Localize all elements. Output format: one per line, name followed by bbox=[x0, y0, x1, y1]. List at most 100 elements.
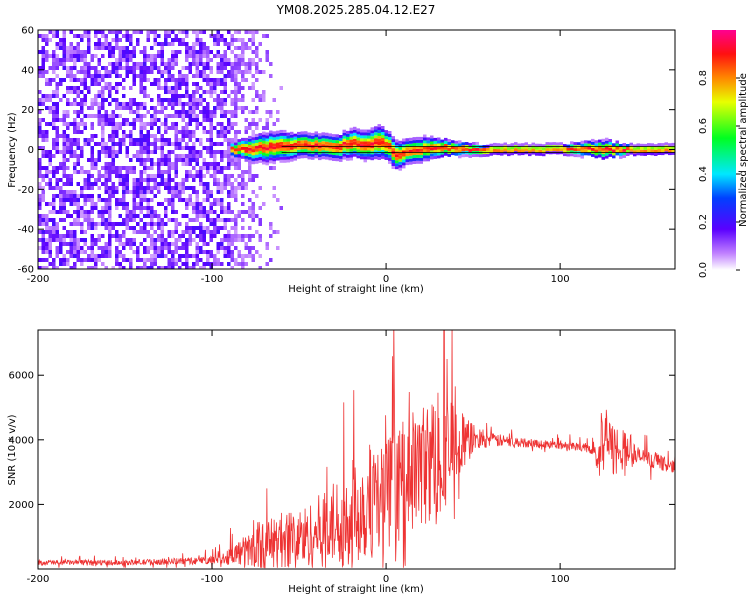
spectrogram-cell bbox=[223, 62, 227, 66]
spectrogram-cell bbox=[167, 266, 171, 269]
spectrogram-cell bbox=[391, 166, 395, 169]
spectrogram-cell bbox=[335, 134, 339, 138]
spectrogram-cell bbox=[45, 34, 49, 38]
spectrogram-cell bbox=[262, 143, 266, 147]
spectrogram-cell bbox=[276, 130, 280, 134]
spectrogram-cell bbox=[118, 266, 122, 269]
spectrogram-cell bbox=[48, 246, 52, 250]
spectrogram-cell bbox=[104, 190, 108, 194]
spectrogram-cell bbox=[66, 230, 70, 234]
spectrogram-cell bbox=[52, 230, 56, 234]
spectrogram-cell bbox=[412, 149, 416, 152]
spectrogram-cell bbox=[108, 150, 112, 154]
spectrogram-cell bbox=[181, 178, 185, 182]
spectrogram-cell bbox=[356, 128, 360, 132]
spectrogram-cell bbox=[234, 94, 238, 98]
spectrogram-cell bbox=[227, 30, 231, 34]
spectrogram-cell bbox=[199, 50, 203, 54]
spectrogram-cell bbox=[195, 254, 199, 258]
spectrogram-cell bbox=[255, 46, 259, 50]
spectrogram-cell bbox=[83, 194, 87, 198]
spectrogram-cell bbox=[115, 258, 119, 262]
spectrogram-cell bbox=[104, 218, 108, 222]
spectrogram-cell bbox=[234, 78, 238, 82]
spectrogram-cell bbox=[185, 242, 189, 246]
spectrogram-cell bbox=[451, 152, 455, 156]
y-tick-label: 40 bbox=[21, 65, 34, 76]
spectrogram-cell bbox=[59, 206, 63, 210]
spectrogram-cell bbox=[244, 137, 248, 141]
spectrogram-cell bbox=[489, 152, 493, 156]
spectrogram-cell bbox=[206, 254, 210, 258]
spectrogram-cell bbox=[412, 161, 416, 164]
spectrogram-cell bbox=[143, 94, 147, 98]
spectrogram-cell bbox=[234, 222, 238, 226]
spectrogram-cell bbox=[538, 152, 542, 156]
spectrogram-cell bbox=[230, 70, 234, 74]
spectrogram-cell bbox=[104, 146, 108, 150]
spectrogram-cell bbox=[573, 154, 577, 158]
spectrogram-cell bbox=[181, 74, 185, 78]
spectrogram-cell bbox=[220, 166, 224, 170]
spectrogram-cell bbox=[129, 42, 133, 46]
spectrogram-cell bbox=[213, 230, 217, 234]
spectrogram-cell bbox=[223, 222, 227, 226]
spectrogram-cell bbox=[185, 254, 189, 258]
spectrogram-cell bbox=[209, 118, 213, 122]
spectrogram-cell bbox=[97, 78, 101, 82]
spectrogram-cell bbox=[619, 155, 623, 159]
spectrogram-cell bbox=[209, 130, 213, 134]
spectrogram-cell bbox=[220, 122, 224, 126]
spectrogram-cell bbox=[178, 86, 182, 90]
spectrogram-cell bbox=[206, 198, 210, 202]
spectrogram-cell bbox=[188, 226, 192, 230]
spectrogram-cell bbox=[178, 78, 182, 82]
spectrogram-cell bbox=[244, 182, 248, 186]
spectrogram-cell bbox=[146, 134, 150, 138]
colorbar-tick-label: 0.2 bbox=[698, 214, 709, 230]
spectrogram-cell bbox=[489, 146, 493, 150]
spectrogram-cell bbox=[73, 154, 77, 158]
spectrogram-cell bbox=[167, 114, 171, 118]
spectrogram-cell bbox=[237, 186, 241, 190]
spectrogram-cell bbox=[181, 134, 185, 138]
spectrogram-cell bbox=[83, 202, 87, 206]
spectrogram-cell bbox=[671, 145, 675, 149]
spectrogram-cell bbox=[591, 153, 595, 157]
spectrogram-cell bbox=[38, 258, 42, 262]
spectrogram-cell bbox=[160, 242, 164, 246]
spectrogram-cell bbox=[69, 238, 73, 242]
spectrogram-cell bbox=[157, 186, 161, 190]
spectrogram-cell bbox=[304, 140, 308, 144]
spectrogram-cell bbox=[167, 30, 171, 34]
spectrogram-cell bbox=[255, 145, 259, 149]
spectrogram-cell bbox=[409, 152, 413, 156]
spectrogram-cell bbox=[146, 138, 150, 142]
spectrogram-cell bbox=[202, 98, 206, 102]
spectrogram-cell bbox=[531, 145, 535, 149]
spectrogram-cell bbox=[395, 166, 399, 170]
spectrogram-cell bbox=[122, 78, 126, 82]
spectrogram-cell bbox=[223, 238, 227, 242]
spectrogram-cell bbox=[157, 226, 161, 230]
spectrogram-cell bbox=[101, 90, 105, 94]
spectrogram-cell bbox=[185, 262, 189, 266]
spectrogram-cell bbox=[160, 98, 164, 102]
spectrogram-cell bbox=[206, 74, 210, 78]
spectrogram-cell bbox=[195, 246, 199, 250]
spectrogram-cell bbox=[164, 142, 168, 146]
spectrogram-cell bbox=[52, 206, 56, 210]
spectrogram-cell bbox=[55, 114, 59, 118]
spectrogram-cell bbox=[360, 147, 364, 151]
spectrogram-cell bbox=[153, 62, 157, 66]
spectrogram-cell bbox=[185, 134, 189, 138]
spectrogram-cell bbox=[80, 170, 84, 174]
spectrogram-cell bbox=[69, 66, 73, 70]
spectrogram-cell bbox=[276, 142, 280, 146]
spectrogram-cell bbox=[104, 206, 108, 210]
spectrogram-cell bbox=[41, 222, 45, 226]
spectrogram-cell bbox=[195, 74, 199, 78]
spectrogram-cell bbox=[125, 226, 129, 230]
spectrogram-cell bbox=[167, 202, 171, 206]
spectrogram-cell bbox=[549, 148, 553, 152]
